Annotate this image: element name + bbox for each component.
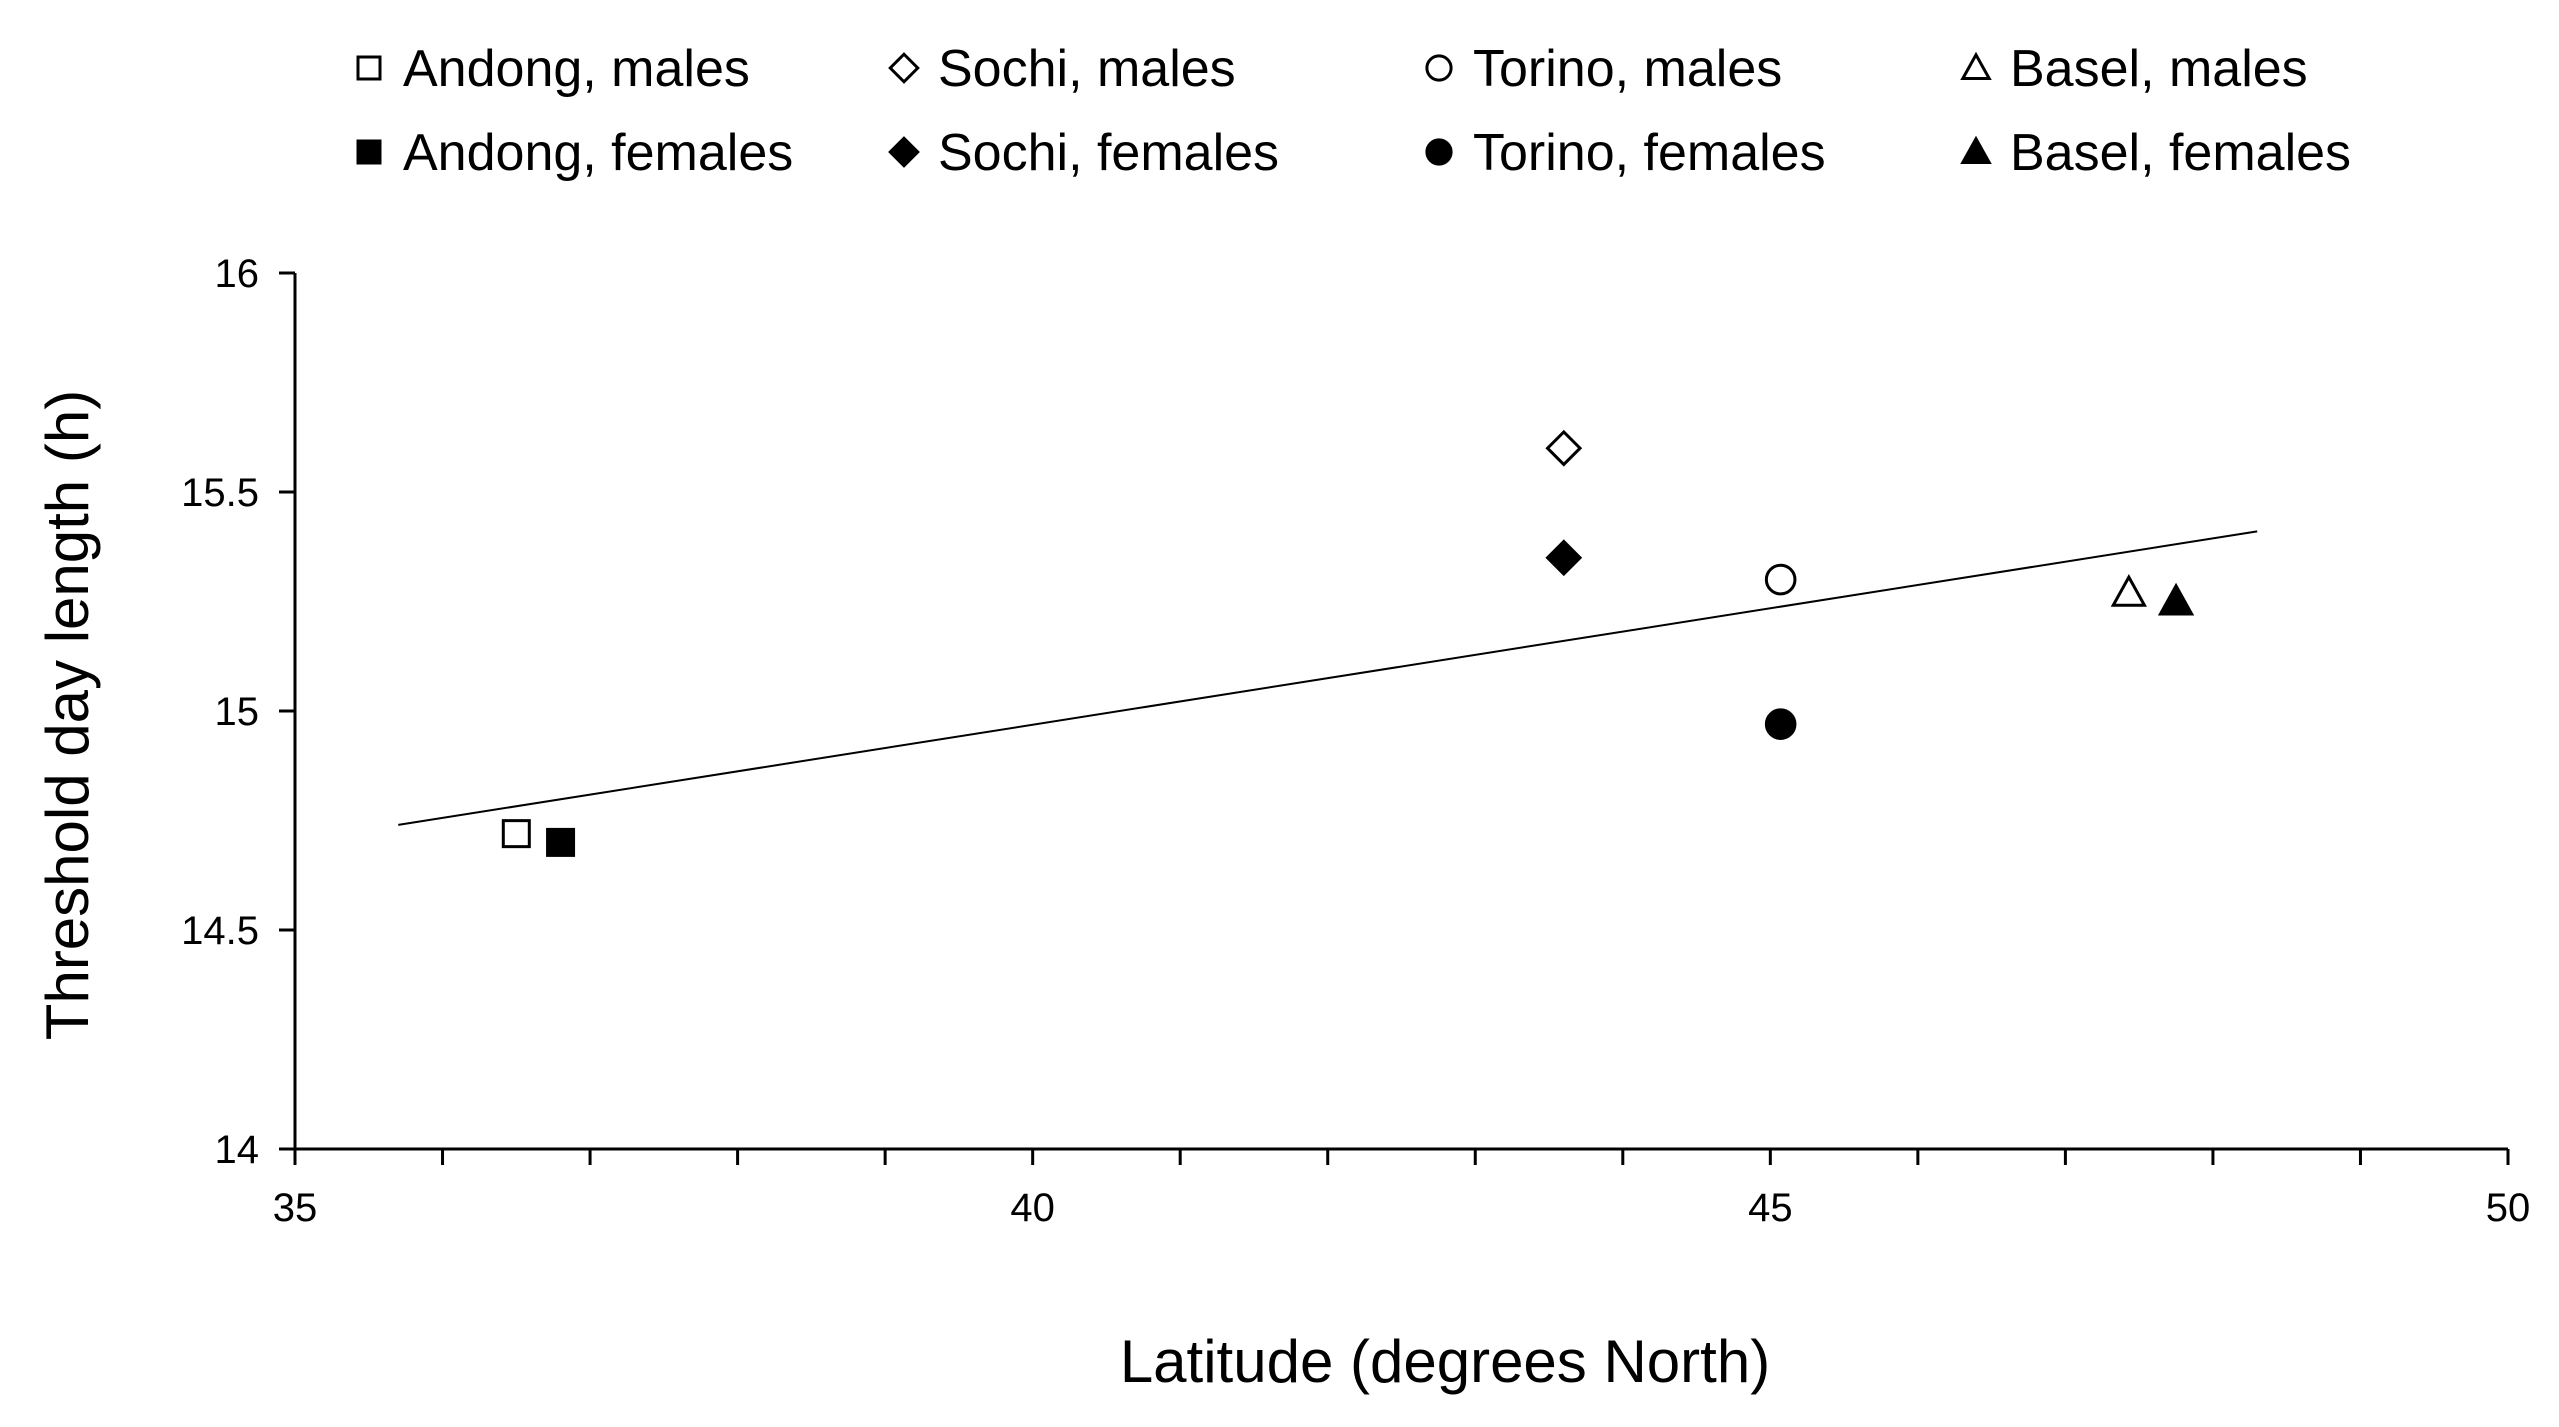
y-tick-label: 16 (215, 252, 260, 296)
y-axis-title: Threshold day length (h) (34, 390, 101, 1040)
legend-label-andong-males: Andong, males (403, 40, 750, 98)
legend-marker-sochi-males (888, 52, 920, 84)
legend-marker-sochi-females (888, 136, 920, 168)
point-andong-females (546, 827, 576, 857)
y-tick-label: 14 (215, 1128, 260, 1172)
legend-label-sochi-females: Sochi, females (938, 124, 1279, 182)
legend-label-andong-females: Andong, females (403, 124, 793, 182)
legend-marker-andong-males (356, 55, 382, 81)
x-tick-label: 40 (1010, 1186, 1055, 1230)
x-tick-label: 50 (2486, 1186, 2531, 1230)
point-basel-males (2110, 574, 2147, 607)
data-points (501, 429, 2195, 857)
x-tick-label: 35 (273, 1186, 318, 1230)
axes: 14 14.5 15 15.5 16 35 40 45 50 (181, 252, 2530, 1230)
point-torino-females (1764, 708, 1797, 740)
legend-label-basel-females: Basel, females (2010, 124, 2351, 182)
trendline (398, 530, 2258, 826)
legend-marker-basel-females (1960, 135, 1992, 165)
point-torino-males (1764, 563, 1797, 596)
point-basel-females (2157, 582, 2195, 616)
y-tick-label: 15.5 (181, 471, 259, 515)
y-tick-label: 14.5 (181, 909, 259, 953)
legend-label-torino-females: Torino, females (1473, 124, 1826, 182)
legend-marker-basel-males (1960, 51, 1992, 81)
legend-label-basel-males: Basel, males (2010, 40, 2308, 98)
x-tick-label: 45 (1748, 1186, 1793, 1230)
legend-label-torino-males: Torino, males (1473, 40, 1782, 98)
x-axis-title: Latitude (degrees North) (1120, 1328, 1770, 1395)
legend-marker-torino-males (1425, 54, 1453, 82)
point-andong-males (501, 819, 531, 849)
point-sochi-males (1545, 429, 1583, 467)
legend-marker-torino-females (1425, 138, 1453, 166)
legend: Andong, males Andong, females Sochi, males… (356, 40, 2351, 182)
legend-marker-andong-females (356, 139, 382, 165)
point-sochi-females (1545, 539, 1583, 577)
trendline-group (398, 530, 2258, 826)
legend-label-sochi-males: Sochi, males (938, 40, 1236, 98)
y-tick-label: 15 (215, 690, 260, 734)
